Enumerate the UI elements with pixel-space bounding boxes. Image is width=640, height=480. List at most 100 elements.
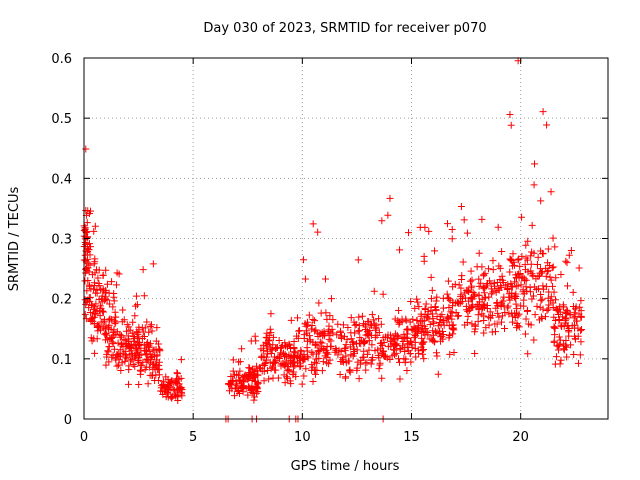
data-point	[403, 340, 411, 348]
data-point	[498, 248, 506, 256]
data-point	[357, 340, 365, 348]
data-point	[555, 317, 563, 325]
data-point	[254, 371, 262, 379]
data-point	[471, 290, 479, 298]
data-point	[407, 358, 415, 366]
data-point	[287, 344, 295, 352]
data-point	[418, 334, 426, 342]
data-point	[267, 329, 275, 337]
data-point	[294, 334, 302, 342]
data-point	[420, 317, 428, 325]
data-point	[384, 343, 392, 351]
data-point	[368, 341, 376, 349]
data-point	[312, 340, 320, 348]
data-point	[320, 346, 328, 354]
data-point	[122, 327, 130, 335]
data-point	[286, 341, 294, 349]
data-point	[543, 121, 551, 129]
data-point	[412, 353, 420, 361]
data-point	[474, 317, 482, 325]
data-point	[432, 297, 440, 305]
data-point	[238, 345, 246, 353]
data-point	[342, 352, 350, 360]
data-point	[92, 289, 100, 297]
data-point	[260, 377, 268, 385]
data-point	[346, 368, 354, 376]
data-point	[251, 332, 259, 340]
data-point	[175, 385, 183, 393]
data-point	[130, 337, 138, 345]
data-point	[305, 311, 313, 319]
data-point	[147, 355, 155, 363]
data-point	[283, 373, 291, 381]
data-point	[90, 313, 98, 321]
data-point	[480, 289, 488, 297]
data-point	[485, 313, 493, 321]
data-point	[574, 324, 582, 332]
data-point	[485, 321, 493, 329]
data-point	[448, 225, 456, 233]
data-point	[396, 319, 404, 327]
data-point	[143, 351, 151, 359]
data-point	[146, 363, 154, 371]
data-point	[518, 252, 526, 260]
data-point	[480, 271, 488, 279]
data-point	[110, 345, 118, 353]
data-point	[122, 354, 130, 362]
data-point	[538, 313, 546, 321]
data-point	[421, 324, 429, 332]
data-point	[341, 374, 349, 382]
data-point	[448, 315, 456, 323]
data-point	[419, 339, 427, 347]
data-point	[135, 380, 143, 388]
data-point	[324, 328, 332, 336]
data-point	[372, 323, 380, 331]
data-point	[177, 374, 185, 382]
y-tick-label: 0.4	[51, 172, 72, 187]
data-point	[269, 333, 277, 341]
data-point	[257, 345, 265, 353]
data-point	[395, 306, 403, 314]
data-point	[86, 308, 94, 316]
data-point	[530, 181, 538, 189]
data-point	[91, 269, 99, 277]
data-point	[432, 349, 440, 357]
data-point	[401, 348, 409, 355]
data-point	[125, 366, 133, 374]
data-point	[349, 338, 357, 346]
data-point	[520, 296, 528, 304]
data-point	[537, 297, 545, 305]
data-point	[278, 350, 286, 358]
data-point	[305, 332, 313, 340]
data-point	[103, 280, 111, 288]
data-point	[572, 335, 580, 343]
data-point	[475, 282, 483, 290]
data-point	[336, 370, 344, 378]
data-point	[328, 325, 336, 333]
data-point	[150, 346, 158, 354]
data-point	[396, 246, 404, 254]
data-point	[132, 292, 140, 300]
data-point	[549, 263, 557, 271]
data-point	[533, 302, 541, 310]
data-point	[464, 286, 472, 294]
data-point	[139, 328, 147, 336]
data-point	[144, 380, 152, 388]
y-axis-label: SRMTID / TECUs	[7, 187, 22, 292]
data-point	[337, 328, 345, 336]
data-point	[102, 322, 110, 330]
data-point	[152, 337, 160, 345]
data-point	[480, 312, 488, 320]
data-point	[495, 262, 503, 270]
data-point	[500, 302, 508, 310]
data-point	[396, 345, 404, 353]
data-point	[285, 366, 293, 374]
data-point	[571, 305, 579, 313]
data-point	[378, 374, 386, 382]
x-axis-label: GPS time / hours	[291, 459, 400, 474]
data-point	[436, 312, 444, 320]
data-point	[403, 367, 411, 375]
data-point	[511, 292, 519, 300]
data-point	[562, 337, 570, 345]
data-point	[263, 329, 271, 337]
